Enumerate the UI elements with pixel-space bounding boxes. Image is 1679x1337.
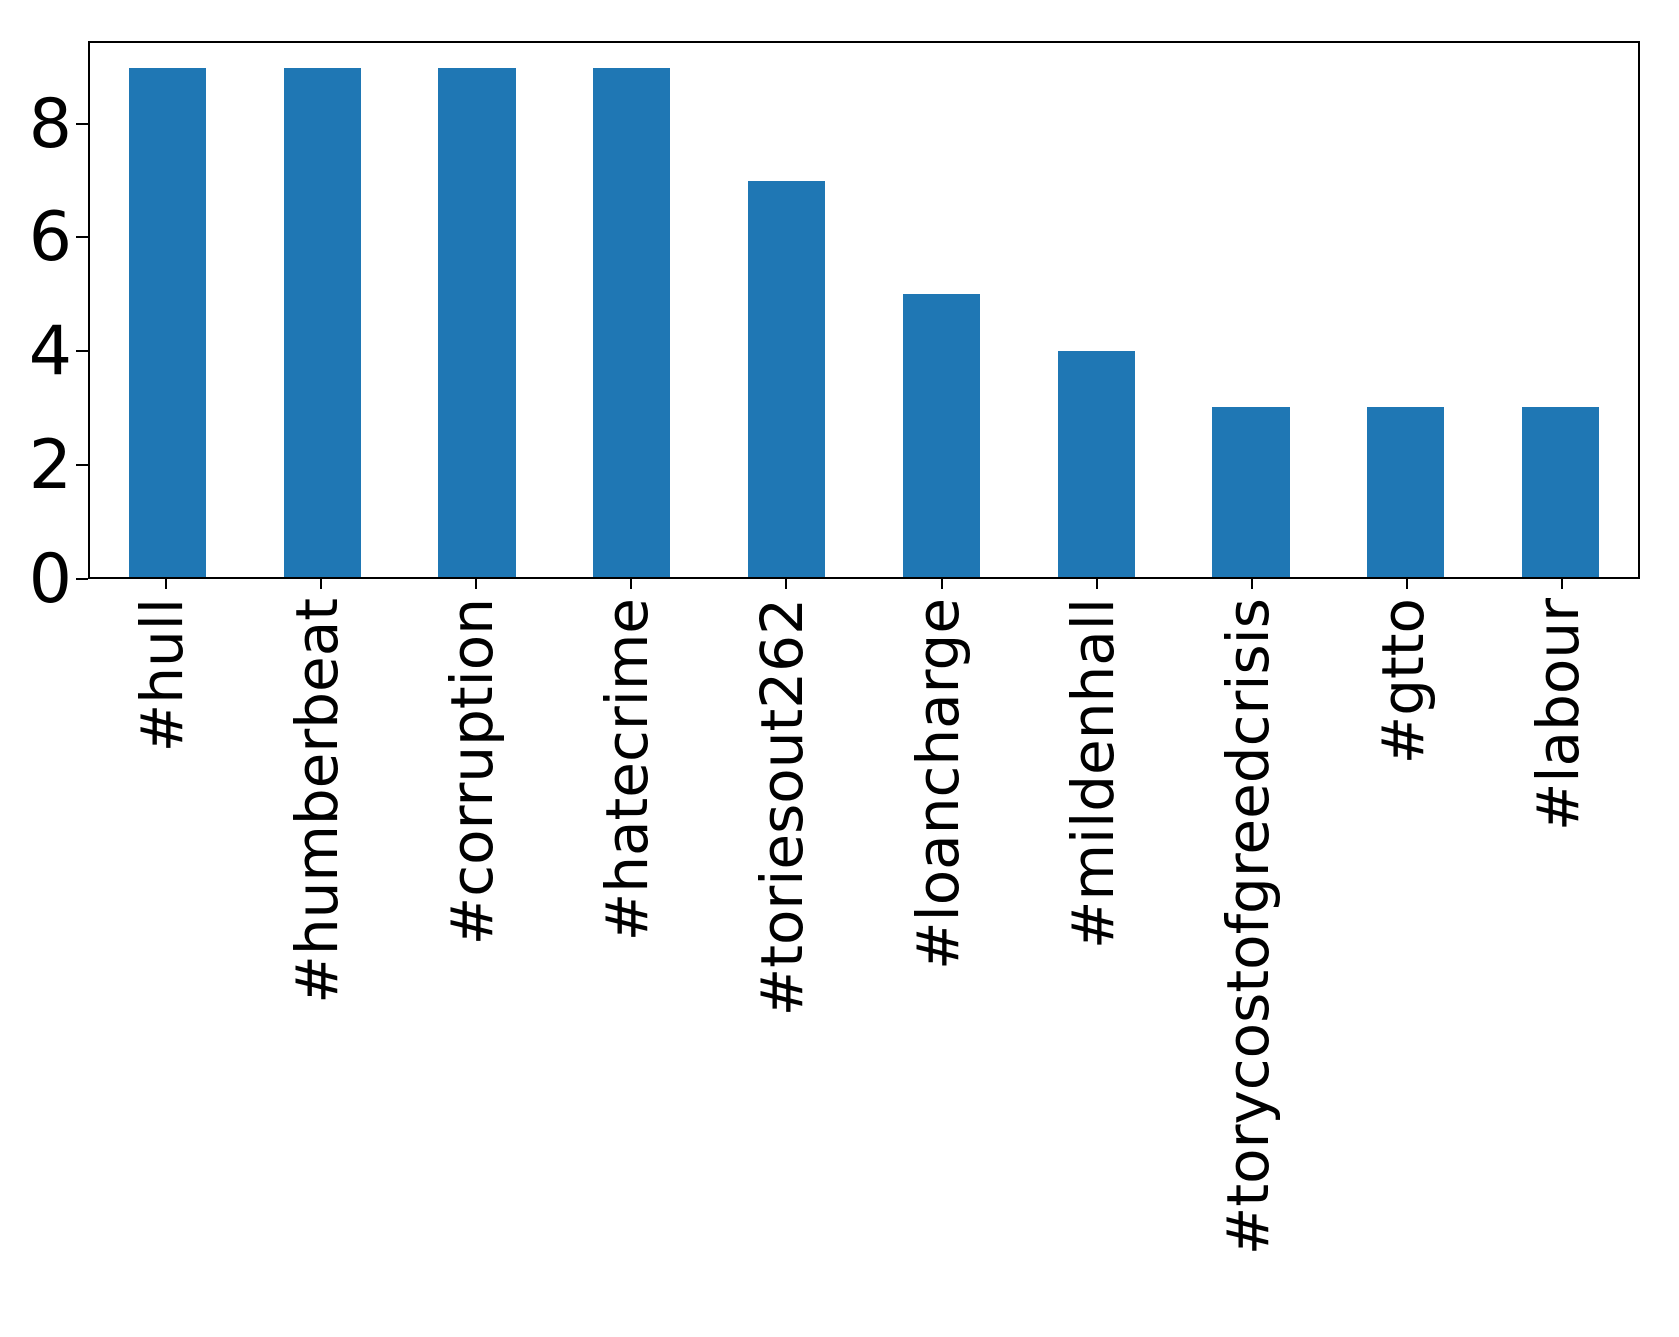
x-tick-mark-torycostofgreedcrisis <box>1251 579 1253 589</box>
x-tick-mark-hull <box>164 579 167 589</box>
bars-container <box>90 43 1638 577</box>
x-tick-mark-hatecrime <box>630 579 633 589</box>
bar-torycostofgreedcrisis <box>1212 407 1290 577</box>
y-tick-label-2: 2 <box>28 426 72 506</box>
x-tick-label-toriesout262: #toriesout262 <box>748 598 817 1017</box>
plot-area <box>88 41 1640 579</box>
x-tick-label-hatecrime: #hatecrime <box>593 598 662 942</box>
x-tick-label-loancharge: #loancharge <box>903 598 972 971</box>
y-tick-label-6: 6 <box>28 198 72 278</box>
x-tick-label-corruption: #corruption <box>438 598 506 946</box>
x-tick-label-torycostofgreedcrisis: #torycostofgreedcrisis <box>1214 598 1282 1256</box>
y-tick-label-8: 8 <box>28 84 72 164</box>
bar-gtto <box>1367 407 1445 577</box>
y-tick-mark-8 <box>76 122 88 125</box>
x-tick-mark-loancharge <box>940 579 943 589</box>
bar-toriesout262 <box>747 181 826 577</box>
y-tick-mark-6 <box>76 236 88 239</box>
bar-hatecrime <box>593 68 671 577</box>
bar-hull <box>128 68 207 577</box>
bar-mildenhall <box>1057 350 1135 577</box>
y-tick-mark-4 <box>76 350 88 353</box>
x-tick-label-mildenhall: #mildenhall <box>1058 598 1127 950</box>
x-tick-label-gtto: #gtto <box>1369 598 1438 765</box>
x-tick-label-humberbeat: #humberbeat <box>282 598 351 1004</box>
y-tick-label-4: 4 <box>28 312 72 392</box>
bar-labour <box>1521 407 1600 577</box>
bar-loancharge <box>902 294 981 577</box>
x-tick-mark-corruption <box>475 579 477 589</box>
x-tick-mark-humberbeat <box>319 579 322 589</box>
x-tick-mark-mildenhall <box>1095 579 1098 589</box>
x-tick-mark-gtto <box>1406 579 1409 589</box>
x-tick-mark-labour <box>1561 579 1564 589</box>
x-tick-mark-toriesout262 <box>785 579 788 589</box>
y-tick-mark-0 <box>76 578 88 580</box>
bar-corruption <box>438 68 516 577</box>
y-tick-label-0: 0 <box>28 540 72 619</box>
y-tick-mark-2 <box>76 464 88 467</box>
bar-humberbeat <box>283 68 361 577</box>
x-tick-label-labour: #labour <box>1524 598 1593 832</box>
x-tick-label-hull: #hull <box>127 598 196 753</box>
